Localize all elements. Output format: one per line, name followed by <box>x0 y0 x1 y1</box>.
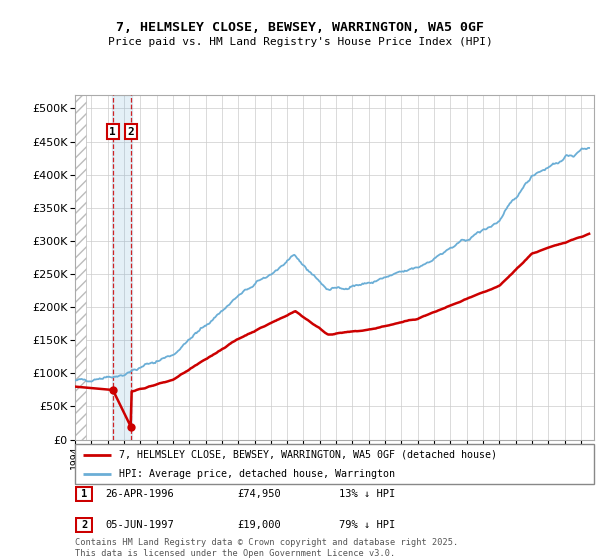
Text: 13% ↓ HPI: 13% ↓ HPI <box>339 489 395 499</box>
Text: 26-APR-1996: 26-APR-1996 <box>105 489 174 499</box>
Text: Price paid vs. HM Land Registry's House Price Index (HPI): Price paid vs. HM Land Registry's House … <box>107 37 493 47</box>
Text: 1: 1 <box>81 489 87 499</box>
FancyBboxPatch shape <box>76 487 92 501</box>
Text: 79% ↓ HPI: 79% ↓ HPI <box>339 520 395 530</box>
Text: £19,000: £19,000 <box>237 520 281 530</box>
Bar <box>112 95 132 440</box>
Text: HPI: Average price, detached house, Warrington: HPI: Average price, detached house, Warr… <box>119 469 395 478</box>
Text: 1: 1 <box>109 127 116 137</box>
Text: Contains HM Land Registry data © Crown copyright and database right 2025.
This d: Contains HM Land Registry data © Crown c… <box>75 538 458 558</box>
Text: 7, HELMSLEY CLOSE, BEWSEY, WARRINGTON, WA5 0GF (detached house): 7, HELMSLEY CLOSE, BEWSEY, WARRINGTON, W… <box>119 450 497 460</box>
Text: 2: 2 <box>128 127 134 137</box>
Text: £74,950: £74,950 <box>237 489 281 499</box>
FancyBboxPatch shape <box>76 517 92 532</box>
Bar <box>75 95 86 440</box>
Text: 7, HELMSLEY CLOSE, BEWSEY, WARRINGTON, WA5 0GF: 7, HELMSLEY CLOSE, BEWSEY, WARRINGTON, W… <box>116 21 484 34</box>
Text: 05-JUN-1997: 05-JUN-1997 <box>105 520 174 530</box>
Text: 2: 2 <box>81 520 87 530</box>
